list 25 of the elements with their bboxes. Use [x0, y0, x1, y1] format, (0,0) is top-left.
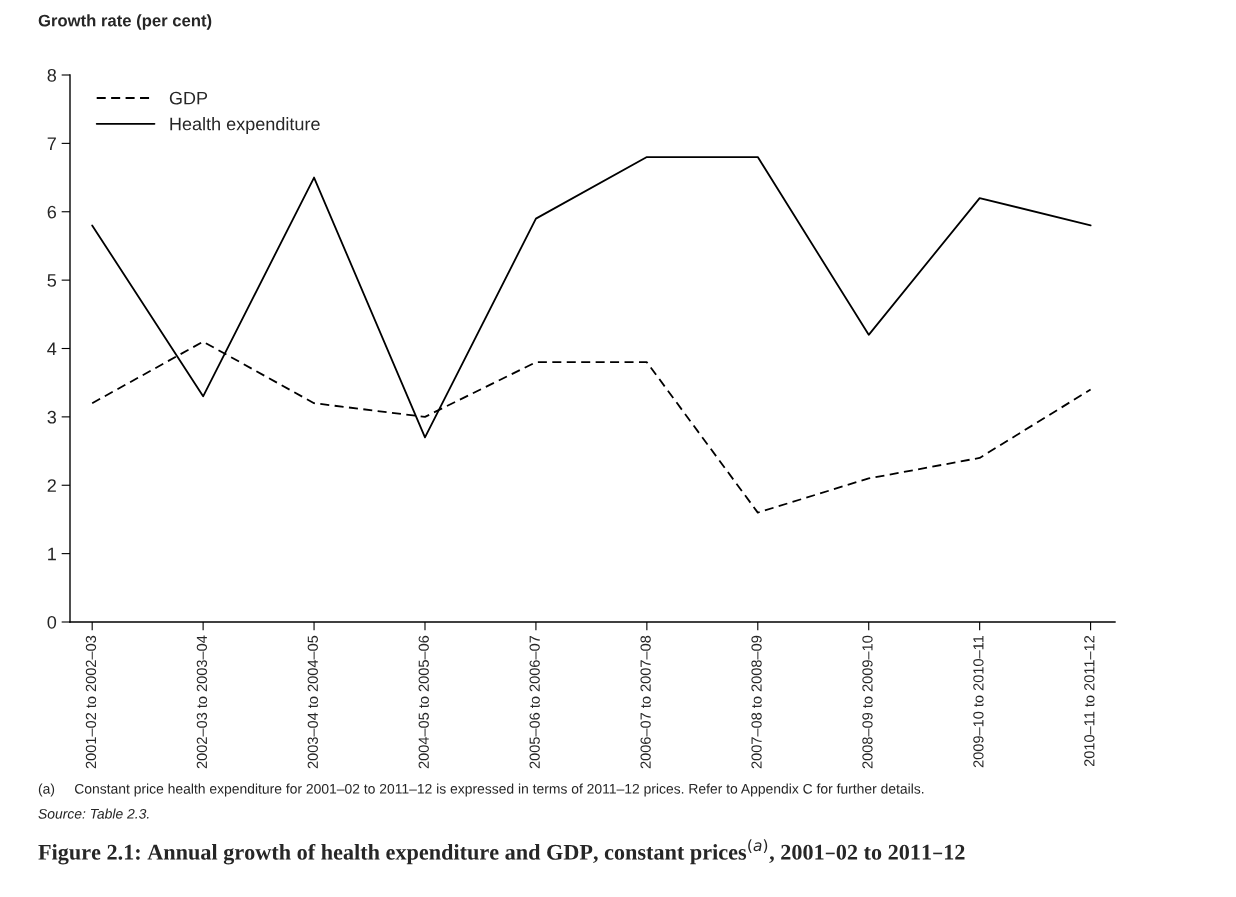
- y-tick-label: 1: [48, 547, 56, 561]
- y-tick-label: 3: [47, 410, 57, 424]
- y-tick-label: 8: [47, 68, 57, 82]
- x-tick-label: 2003–04 to 2004–05: [307, 635, 318, 769]
- y-tick-label: 6: [47, 205, 57, 219]
- y-tick-label: 2: [47, 479, 56, 492]
- y-tick-label: 5: [47, 274, 57, 287]
- x-tick-label: 2001–02 to 2002–03: [85, 635, 97, 769]
- source-note: Source: Table 2.3.: [38, 808, 149, 819]
- y-axis-title: Growth rate (per cent): [38, 14, 212, 30]
- y-tick-label: 0: [47, 615, 57, 629]
- x-tick-label: 2007–08 to 2008–09: [751, 635, 762, 769]
- x-tick-label: 2008–09 to 2009–10: [862, 635, 873, 769]
- x-tick-label: 2010–11 to 2011–12: [1084, 635, 1095, 767]
- x-tick-label: 2002–03 to 2003–04: [196, 635, 208, 769]
- text: (a) Constant price health expenditure for 2001–02 to 2011–12 is expressed in terms of 2011–12 prices. Refer to Appendix C for further details.: [38, 783, 924, 797]
- y-tick-label: 4: [47, 342, 57, 356]
- x-tick-label: 2005–06 to 2006–07: [529, 635, 540, 769]
- text: Figure 2.1: Annual growth of health expenditure and GDP, constant prices$^{(a)}$, 2001–02 to 2011–12: [38, 839, 965, 865]
- y-tick-label: 7: [47, 137, 56, 150]
- x-tick-label: 2004–05 to 2005–06: [418, 635, 429, 769]
- x-tick-label: 2006–07 to 2007–08: [640, 635, 651, 769]
- x-tick-label: 2009–10 to 2010–11: [973, 635, 984, 768]
- legend-label: GDP: [169, 91, 208, 105]
- legend-label: Health expenditure: [170, 117, 320, 134]
